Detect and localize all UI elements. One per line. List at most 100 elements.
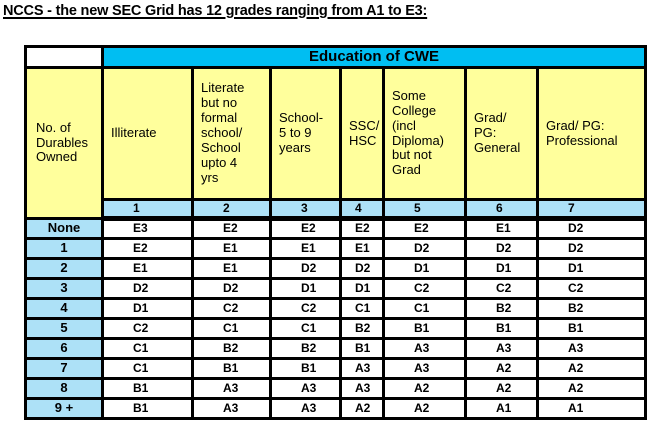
column-header-school-5-9: School- 5 to 9 years	[269, 66, 342, 201]
grade-cell: C2	[191, 297, 272, 320]
grade-cell: B1	[464, 317, 539, 340]
grade-cell: C1	[101, 357, 194, 380]
grade-cell: C1	[269, 317, 342, 340]
grade-cell: A3	[191, 397, 272, 420]
column-header-ssc-hsc: SSC/ HSC	[339, 66, 385, 201]
grade-cell: A3	[464, 337, 539, 360]
grade-cell: E2	[339, 217, 385, 240]
column-number: 3	[269, 198, 342, 221]
column-number: 6	[464, 198, 539, 221]
grade-cell: A3	[382, 357, 467, 380]
empty-corner-cell	[24, 45, 104, 69]
grade-cell: B2	[536, 297, 647, 320]
grade-cell: E2	[101, 237, 194, 260]
row-label: 3	[24, 277, 104, 300]
row-label: 7	[24, 357, 104, 380]
grade-cell: D1	[269, 277, 342, 300]
table-row: None E3 E2 E2 E2 E2 E1 D2	[24, 217, 647, 240]
grade-cell: C1	[191, 317, 272, 340]
column-number: 5	[382, 198, 467, 221]
grade-cell: C2	[382, 277, 467, 300]
grade-cell: D1	[101, 297, 194, 320]
table-row: 5 C2 C1 C1 B2 B1 B1 B1	[24, 317, 647, 340]
row-axis-header: No. of Durables Owned	[24, 66, 104, 220]
table-row: 2 E1 E1 D2 D2 D1 D1 D1	[24, 257, 647, 280]
row-label: 5	[24, 317, 104, 340]
grade-cell: A2	[536, 377, 647, 400]
column-header-literate-no-formal: Literate but no formal school/ School up…	[191, 66, 272, 201]
grade-cell: D2	[536, 217, 647, 240]
grade-cell: E3	[101, 217, 194, 240]
grade-cell: D2	[191, 277, 272, 300]
grade-cell: E1	[269, 237, 342, 260]
grade-cell: D1	[464, 257, 539, 280]
grade-cell: B2	[464, 297, 539, 320]
table-row: 3 D2 D2 D1 D1 C2 C2 C2	[24, 277, 647, 300]
grade-cell: A3	[269, 397, 342, 420]
grade-cell: A2	[382, 377, 467, 400]
grade-cell: E2	[269, 217, 342, 240]
page-title: NCCS - the new SEC Grid has 12 grades ra…	[3, 3, 428, 19]
row-label: 9 +	[24, 397, 104, 420]
grade-cell: D2	[464, 237, 539, 260]
grade-cell: E1	[339, 237, 385, 260]
row-label: 4	[24, 297, 104, 320]
band-row: Education of CWE	[24, 45, 647, 69]
grade-cell: D1	[536, 257, 647, 280]
grade-cell: C2	[464, 277, 539, 300]
column-number-row: 1 2 3 4 5 6 7	[26, 198, 647, 221]
row-label: 1	[24, 237, 104, 260]
column-number: 4	[339, 198, 385, 221]
table-row: 4 D1 C2 C2 C1 C1 B2 B2	[24, 297, 647, 320]
grade-cell: B1	[101, 397, 194, 420]
column-number: 1	[101, 198, 194, 221]
grade-cell: B2	[339, 317, 385, 340]
grade-cell: D2	[101, 277, 194, 300]
grade-cell: B2	[269, 337, 342, 360]
grade-cell: E2	[191, 217, 272, 240]
grade-cell: A1	[536, 397, 647, 420]
grade-cell: D2	[536, 237, 647, 260]
grade-cell: B2	[191, 337, 272, 360]
grade-cell: C2	[101, 317, 194, 340]
table-row: 1 E2 E1 E1 E1 D2 D2 D2	[24, 237, 647, 260]
grade-cell: C2	[269, 297, 342, 320]
column-number: 7	[536, 198, 647, 221]
grade-cell: A3	[536, 337, 647, 360]
row-label: 8	[24, 377, 104, 400]
grade-cell: E1	[191, 237, 272, 260]
row-label: None	[24, 217, 104, 240]
grade-cell: E1	[101, 257, 194, 280]
grade-cell: C1	[339, 297, 385, 320]
row-label: 2	[24, 257, 104, 280]
grade-cell: A2	[464, 377, 539, 400]
grade-cell: B1	[269, 357, 342, 380]
column-number: 2	[191, 198, 272, 221]
table-row: 6 C1 B2 B2 B1 A3 A3 A3	[24, 337, 647, 360]
grade-cell: A2	[464, 357, 539, 380]
grade-cell: A2	[536, 357, 647, 380]
grade-cell: C2	[536, 277, 647, 300]
column-header-illiterate: Illiterate	[101, 66, 194, 201]
grade-cell: A3	[339, 377, 385, 400]
grade-cell: A3	[269, 377, 342, 400]
grade-cell: B1	[339, 337, 385, 360]
table-row: 9 + B1 A3 A3 A2 A2 A1 A1	[24, 397, 647, 420]
column-header-row: No. of Durables Owned Illiterate Literat…	[24, 66, 647, 220]
grade-cell: B1	[382, 317, 467, 340]
grade-cell: E2	[382, 217, 467, 240]
row-label: 6	[24, 337, 104, 360]
table-row: 7 C1 B1 B1 A3 A3 A2 A2	[24, 357, 647, 380]
grade-cell: A1	[464, 397, 539, 420]
grade-cell: D2	[382, 237, 467, 260]
band-header: Education of CWE	[101, 45, 647, 69]
grade-cell: D2	[269, 257, 342, 280]
grade-cell: A3	[382, 337, 467, 360]
grade-cell: D1	[339, 277, 385, 300]
grade-cell: B1	[536, 317, 647, 340]
column-header-grad-general: Grad/ PG: General	[464, 66, 539, 201]
grade-cell: E1	[464, 217, 539, 240]
grade-cell: A2	[339, 397, 385, 420]
column-header-some-college: Some College (incl Diploma) but not Grad	[382, 66, 467, 201]
grade-cell: E1	[191, 257, 272, 280]
